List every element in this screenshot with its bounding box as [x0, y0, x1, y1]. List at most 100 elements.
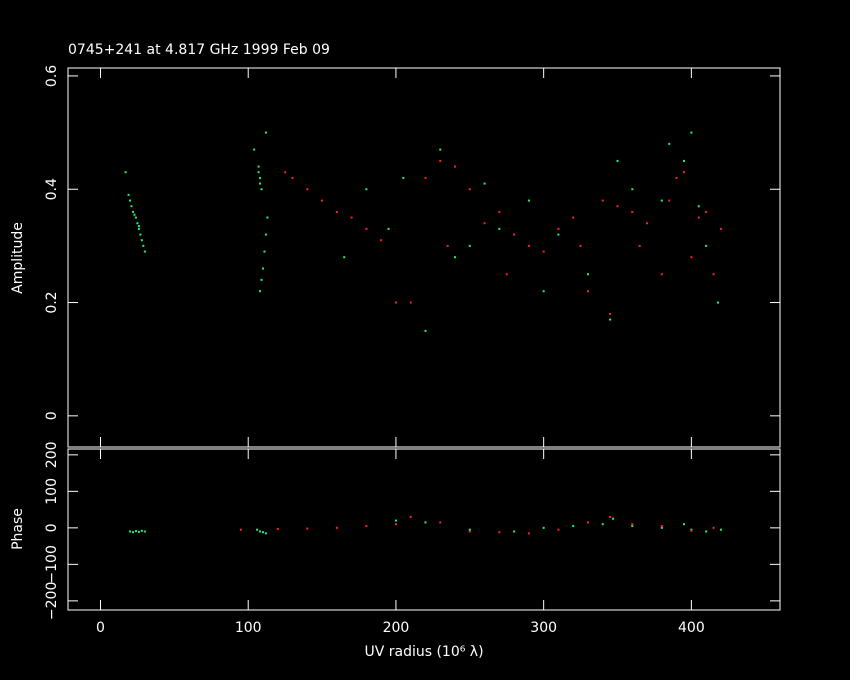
- point: [690, 528, 693, 531]
- panel-frame: [67, 448, 781, 611]
- point: [261, 267, 264, 270]
- point: [256, 528, 259, 531]
- point: [306, 188, 309, 191]
- point: [129, 530, 132, 533]
- point: [139, 233, 142, 236]
- point: [705, 530, 708, 533]
- point: [131, 531, 134, 534]
- point: [259, 176, 262, 179]
- point: [468, 244, 471, 247]
- point: [446, 244, 449, 247]
- point: [253, 148, 256, 151]
- y-tick-label: −100: [44, 545, 60, 583]
- point: [424, 329, 427, 332]
- point: [259, 530, 262, 533]
- y-tick-label: 0.2: [44, 291, 60, 313]
- point: [646, 222, 649, 225]
- point: [468, 528, 471, 531]
- x-tick-label: 100: [235, 620, 262, 636]
- point: [572, 525, 575, 528]
- point: [712, 273, 715, 276]
- x-axis-label: UV radius (10⁶ λ): [364, 644, 483, 660]
- point: [483, 182, 486, 185]
- point: [609, 318, 612, 321]
- y-tick-label: −200: [44, 582, 60, 620]
- point: [259, 290, 262, 293]
- point: [712, 526, 715, 529]
- x-tick-label: 400: [678, 620, 705, 636]
- point: [261, 531, 264, 534]
- y-tick-label: 0.6: [44, 65, 60, 87]
- point: [513, 530, 516, 533]
- point: [137, 227, 140, 230]
- point: [276, 527, 279, 530]
- y-axis-label: Amplitude: [10, 222, 26, 294]
- point: [264, 233, 267, 236]
- point: [124, 171, 127, 174]
- point: [335, 526, 338, 529]
- point: [601, 523, 604, 526]
- point: [579, 244, 582, 247]
- point: [609, 515, 612, 518]
- point: [291, 176, 294, 179]
- point: [365, 525, 368, 528]
- point: [660, 525, 663, 528]
- point: [424, 176, 427, 179]
- x-tick-label: 200: [383, 620, 410, 636]
- point: [675, 176, 678, 179]
- y-tick-label: 0: [44, 523, 60, 532]
- point: [527, 244, 530, 247]
- y-tick-label: 100: [44, 478, 60, 505]
- point: [140, 239, 143, 242]
- point: [690, 131, 693, 134]
- y-tick-label: 200: [44, 441, 60, 468]
- point: [612, 517, 615, 520]
- point: [143, 530, 146, 533]
- point: [335, 210, 338, 213]
- point: [498, 531, 501, 534]
- point: [264, 131, 267, 134]
- point: [127, 193, 130, 196]
- point: [527, 199, 530, 202]
- point: [609, 312, 612, 315]
- point: [505, 273, 508, 276]
- point: [409, 515, 412, 518]
- point: [716, 301, 719, 304]
- point: [137, 225, 140, 228]
- point: [409, 301, 412, 304]
- point: [660, 273, 663, 276]
- point: [542, 290, 545, 293]
- point: [306, 527, 309, 530]
- point: [498, 210, 501, 213]
- point: [365, 188, 368, 191]
- point: [682, 171, 685, 174]
- point: [631, 523, 634, 526]
- point: [129, 199, 132, 202]
- chart-title: 0745+241 at 4.817 GHz 1999 Feb 09: [68, 42, 330, 58]
- point: [343, 256, 346, 259]
- y-axis-label: Phase: [10, 508, 26, 550]
- point: [638, 244, 641, 247]
- point: [439, 148, 442, 151]
- point: [143, 250, 146, 253]
- point: [586, 273, 589, 276]
- point: [142, 244, 145, 247]
- point: [260, 188, 263, 191]
- point: [134, 216, 137, 219]
- point: [133, 213, 136, 216]
- point: [690, 529, 693, 532]
- point: [424, 521, 427, 524]
- point: [616, 205, 619, 208]
- point: [631, 188, 634, 191]
- point: [454, 165, 457, 168]
- point: [527, 532, 530, 535]
- point: [719, 528, 722, 531]
- point: [136, 222, 139, 225]
- point: [263, 250, 266, 253]
- point: [137, 530, 140, 533]
- point: [257, 165, 260, 168]
- point: [380, 239, 383, 242]
- point: [468, 530, 471, 533]
